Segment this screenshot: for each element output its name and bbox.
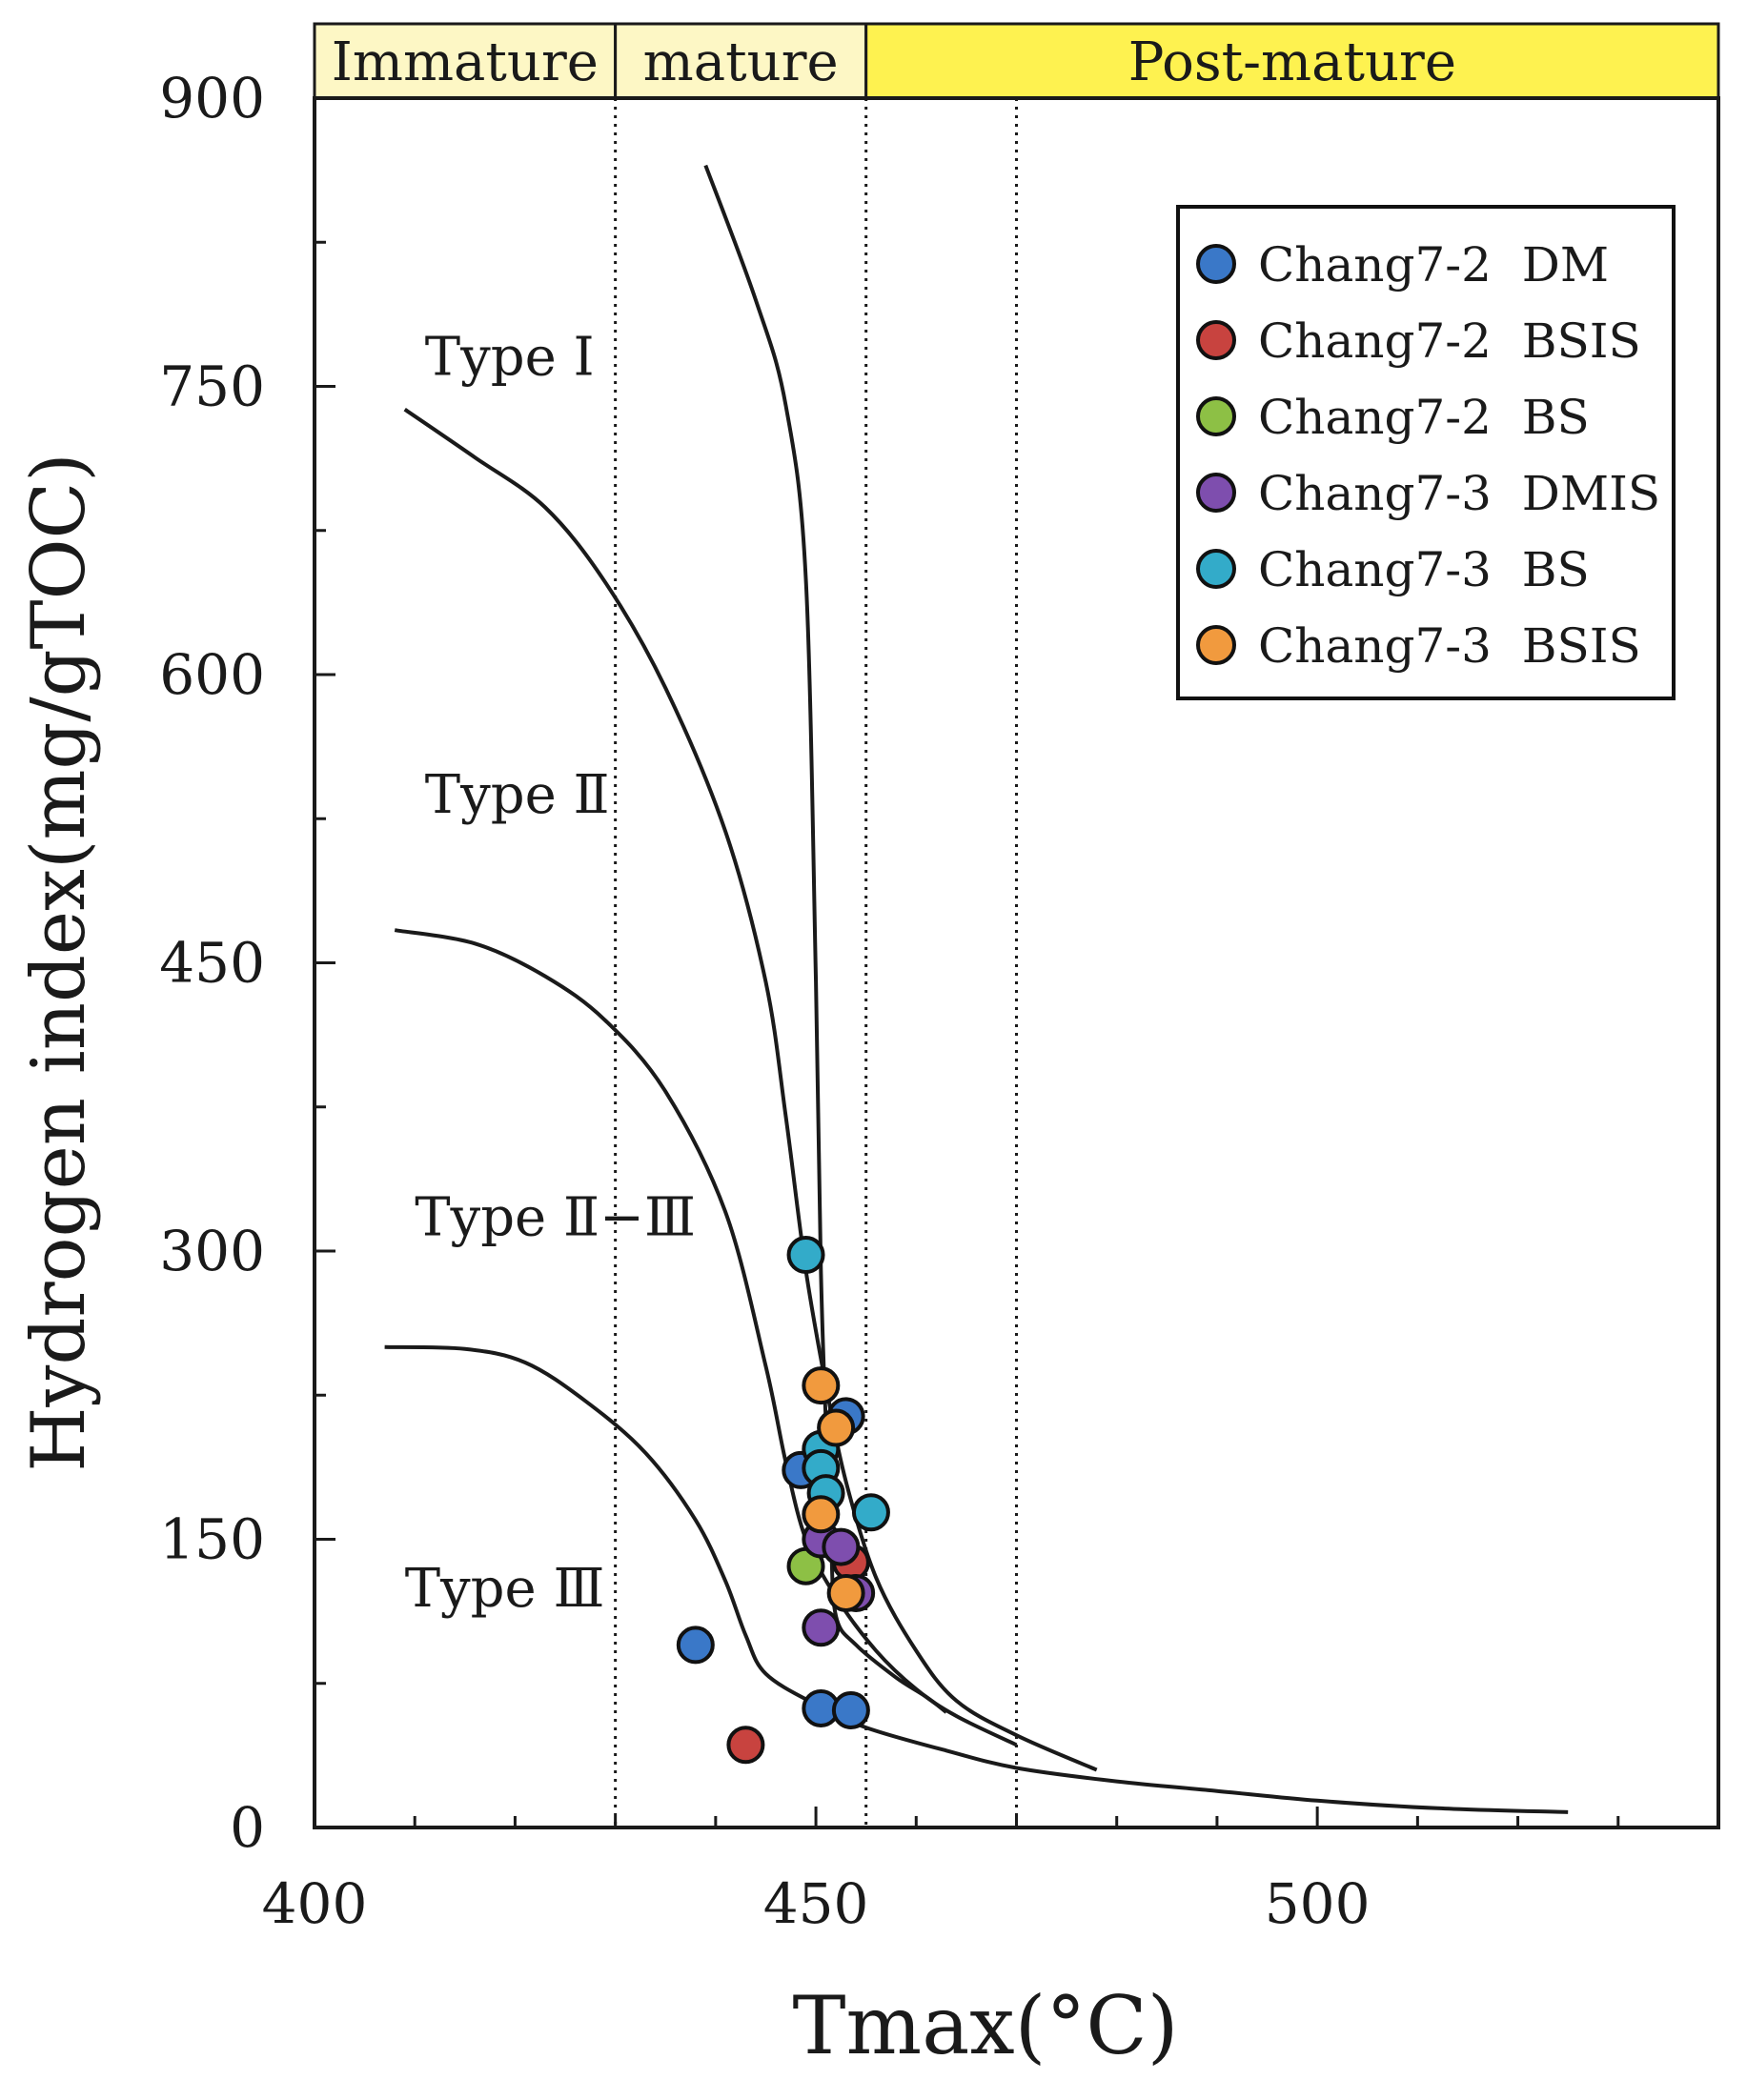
data-point-chang7-2-dm — [831, 1690, 870, 1729]
kerogen-type-label: Type Ⅱ — [425, 764, 610, 826]
legend-label: Chang7-2 BSIS — [1258, 313, 1641, 369]
kerogen-type-label: Type Ⅲ — [405, 1558, 605, 1620]
kerogen-type-label: Type Ⅱ−Ⅲ — [415, 1187, 696, 1249]
maturity-divider-group — [614, 98, 1018, 1827]
data-point-chang7-3-bsis — [802, 1495, 841, 1534]
kerogen-type-label: Type Ⅰ — [425, 326, 595, 388]
y-tick-label: 600 — [159, 642, 265, 707]
axes-group: 0 150 300 450 600 750 900 400 450 500 — [159, 66, 1720, 1936]
y-tick-label: 150 — [159, 1507, 265, 1572]
kerogen-curve-type-ii-iii — [394, 928, 1018, 1747]
legend-label: Chang7-2 DM — [1258, 237, 1609, 293]
y-tick-label: 750 — [159, 354, 265, 419]
y-tick-label: 0 — [230, 1795, 265, 1860]
data-point-chang7-3-bsis — [817, 1408, 856, 1447]
y-tick-label: 300 — [159, 1219, 265, 1283]
legend-marker — [1196, 396, 1236, 436]
data-point-chang7-3-bs — [851, 1493, 890, 1532]
legend-box — [1176, 205, 1676, 700]
maturity-band-mature — [614, 22, 868, 100]
legend-label: Chang7-3 DMIS — [1258, 466, 1660, 521]
data-point-chang7-3-bsis — [826, 1573, 865, 1612]
x-tick-label: 400 — [262, 1871, 368, 1936]
legend-marker — [1196, 244, 1236, 284]
kerogen-type-label-group: Type Ⅰ Type Ⅱ Type Ⅱ−Ⅲ Type Ⅲ — [405, 326, 696, 1620]
maturity-band-label: Immature — [332, 31, 599, 93]
data-point-group — [676, 1236, 890, 1765]
legend-label: Chang7-3 BSIS — [1258, 618, 1641, 674]
legend-label: Chang7-3 BS — [1258, 542, 1590, 597]
legend-label: Chang7-2 BS — [1258, 390, 1590, 445]
x-tick-label: 450 — [763, 1871, 869, 1936]
maturity-band-group: Immature mature Post-mature — [313, 22, 1720, 100]
legend-marker — [1196, 473, 1236, 513]
y-tick-label: 450 — [159, 931, 265, 996]
data-point-chang7-3-dmis — [822, 1527, 861, 1566]
data-point-chang7-3-bsis — [802, 1366, 841, 1405]
y-axis-title: Hydrogen index(mg/gTOC) — [16, 453, 102, 1471]
data-point-chang7-2-dm — [676, 1625, 715, 1665]
x-tick-label: 500 — [1265, 1871, 1371, 1936]
data-point-chang7-3-bs — [786, 1236, 825, 1275]
kerogen-curve-type-ii — [403, 408, 1098, 1772]
maturity-band-immature — [313, 22, 618, 100]
legend: Chang7-2 DM Chang7-2 BSIS Chang7-2 BS Chang… — [1176, 205, 1676, 700]
legend-marker — [1196, 549, 1236, 589]
legend-marker — [1196, 625, 1236, 665]
legend-marker — [1196, 320, 1236, 360]
x-axis-title: Tmax(°C) — [793, 1979, 1179, 2072]
maturity-band-label: Post-mature — [1128, 31, 1456, 93]
maturity-band-label: mature — [643, 31, 839, 93]
y-tick-label: 900 — [159, 66, 265, 131]
data-point-chang7-3-dmis — [802, 1608, 841, 1647]
maturity-band-post-mature — [864, 22, 1720, 100]
data-point-chang7-2-bsis — [726, 1726, 765, 1765]
